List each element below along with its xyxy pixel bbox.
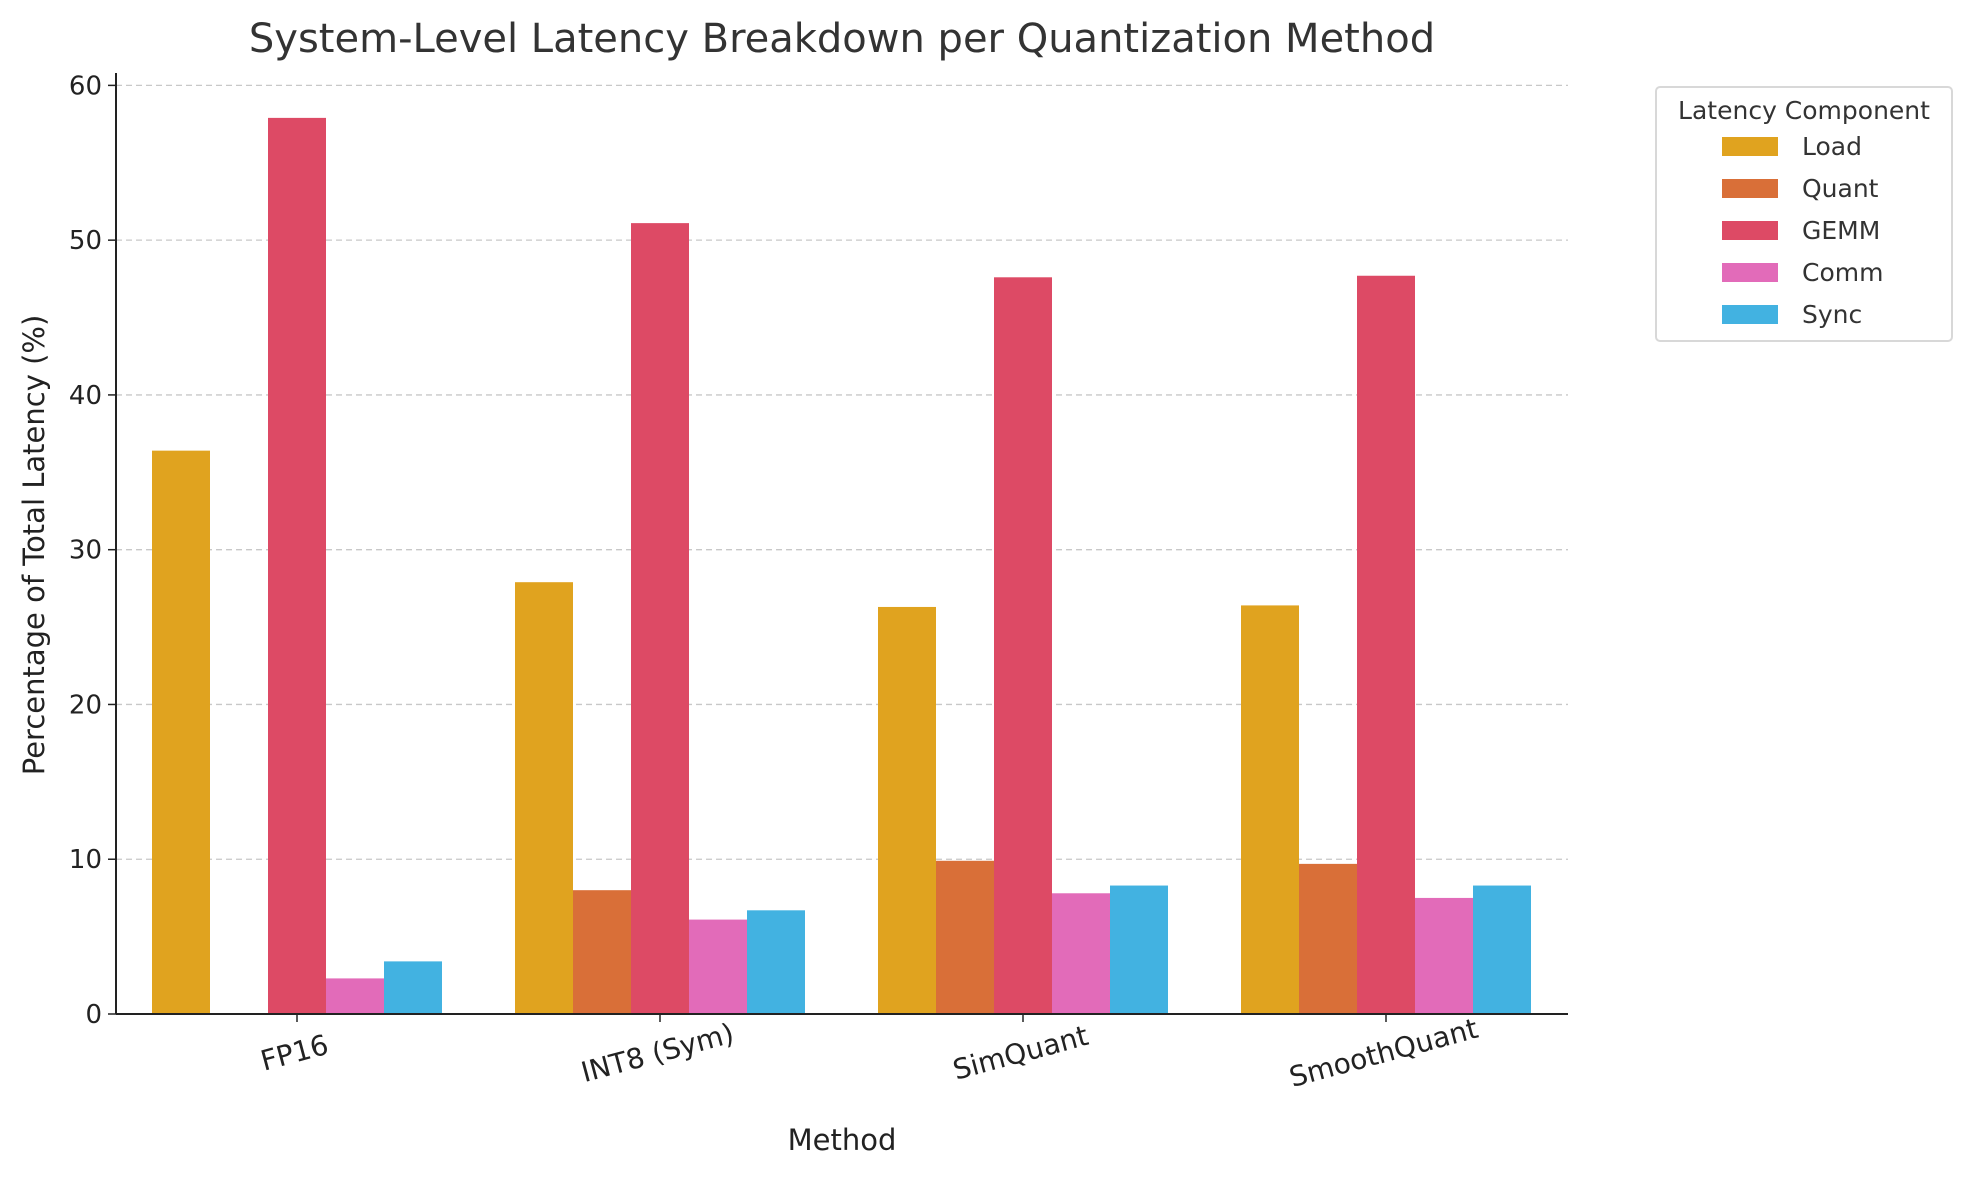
- legend-label: Load: [1802, 131, 1862, 161]
- x-tick-label: SmoothQuant: [1286, 1012, 1482, 1094]
- bar-comm: [689, 919, 747, 1014]
- bar-gemm: [994, 277, 1052, 1015]
- y-axis-label: Percentage of Total Latency (%): [17, 315, 51, 776]
- bar-load: [878, 606, 936, 1014]
- y-tick-label: 0: [85, 1000, 102, 1030]
- bar-load: [152, 450, 210, 1014]
- bar-sync: [1110, 885, 1168, 1014]
- legend-title: Latency Component: [1678, 96, 1930, 125]
- legend-label: Sync: [1802, 299, 1863, 329]
- y-tick-label: 40: [69, 381, 102, 411]
- bar-sync: [1473, 885, 1531, 1014]
- chart-title: System-Level Latency Breakdown per Quant…: [249, 16, 1435, 62]
- bar-load: [1241, 605, 1299, 1014]
- legend-item: GEMM: [1722, 209, 1951, 251]
- x-tick-label: INT8 (Sym): [578, 1017, 738, 1089]
- legend-item: Sync: [1722, 293, 1951, 335]
- bar-load: [515, 582, 573, 1014]
- y-tick-label: 50: [69, 226, 102, 256]
- x-axis-label: Method: [788, 1123, 897, 1157]
- legend-swatch: [1722, 220, 1778, 240]
- legend-swatch: [1722, 136, 1778, 156]
- y-tick-label: 60: [69, 71, 102, 101]
- legend-label: GEMM: [1802, 215, 1881, 245]
- bar-quant: [936, 860, 994, 1014]
- bar-gemm: [268, 117, 326, 1014]
- legend-swatch: [1722, 304, 1778, 324]
- bar-sync: [384, 961, 442, 1014]
- x-tick-label: SimQuant: [949, 1019, 1091, 1087]
- legend-item: Load: [1722, 125, 1951, 167]
- bar-comm: [1052, 893, 1110, 1014]
- bar-gemm: [631, 223, 689, 1014]
- y-tick-label: 10: [69, 845, 102, 875]
- y-tick-label: 30: [69, 536, 102, 566]
- legend-label: Quant: [1802, 173, 1879, 203]
- legend-swatch: [1722, 178, 1778, 198]
- bar-quant: [1299, 863, 1357, 1014]
- y-tick-label: 20: [69, 690, 102, 720]
- bar-quant: [573, 890, 631, 1014]
- x-tick-label: FP16: [257, 1028, 332, 1078]
- bar-sync: [747, 910, 805, 1014]
- bar-comm: [326, 978, 384, 1014]
- legend-label: Comm: [1802, 257, 1884, 287]
- legend-swatch: [1722, 262, 1778, 282]
- legend-item: Comm: [1722, 251, 1951, 293]
- bar-gemm: [1357, 275, 1415, 1014]
- legend-item: Quant: [1722, 167, 1951, 209]
- bar-comm: [1415, 897, 1473, 1014]
- legend: Latency Component Load Quant GEMM Comm Sync: [1655, 86, 1953, 342]
